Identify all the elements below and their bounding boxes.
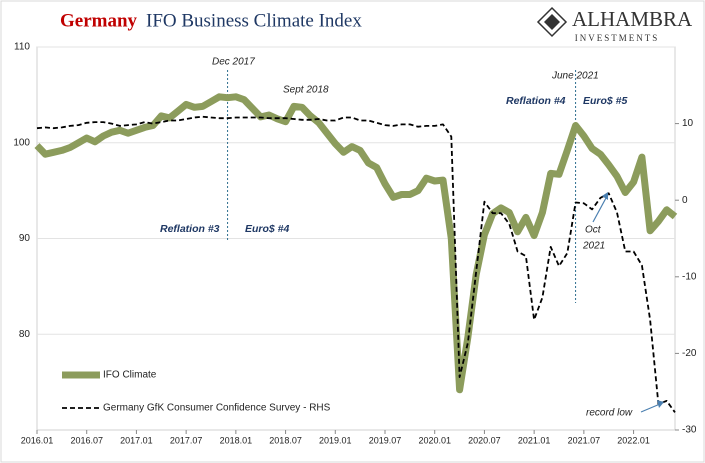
annotation-arrow [602, 192, 608, 200]
legend-label: IFO Climate [103, 370, 157, 381]
x-tick-label: 2018.07 [269, 435, 302, 445]
annotation: 2021 [582, 241, 605, 252]
x-tick-label: 2021.07 [568, 435, 601, 445]
x-tick-label: 2016.01 [21, 435, 54, 445]
x-tick-label: 2022.01 [617, 435, 650, 445]
y-tick-label: 80 [19, 329, 31, 340]
y-tick-label: 100 [13, 137, 30, 148]
x-tick-label: 2019.01 [319, 435, 352, 445]
annotation: Sept 2018 [283, 85, 329, 96]
x-tick-label: 2021.01 [518, 435, 551, 445]
y-tick-label: 90 [19, 233, 31, 244]
annotation: Oct [585, 225, 602, 236]
annotation-arrow [657, 400, 664, 408]
annotation: Euro$ #4 [245, 223, 290, 235]
annotation: Reflation #4 [506, 95, 566, 107]
x-tick-label: 2020.01 [418, 435, 451, 445]
annotation: June 2021 [551, 71, 599, 82]
brand-tagline: INVESTMENTS [575, 33, 660, 43]
legend-label: Germany GfK Consumer Confidence Survey -… [103, 403, 331, 414]
logo-icon [536, 6, 568, 38]
y2-tick-label: -10 [682, 271, 697, 282]
y2-tick-label: 0 [682, 195, 688, 206]
annotation-arrow [640, 403, 661, 413]
series-line [34, 93, 678, 394]
x-tick-label: 2018.01 [220, 435, 253, 445]
logo-icon [544, 14, 560, 30]
x-tick-label: 2020.07 [468, 435, 501, 445]
annotation: Reflation #3 [160, 223, 220, 235]
brand-name: ALHAMBRA [572, 7, 693, 31]
y-tick-label: 110 [14, 42, 30, 53]
y2-tick-label: 10 [682, 118, 694, 129]
x-tick-label: 2016.07 [70, 435, 103, 445]
x-tick-label: 2017.07 [170, 435, 203, 445]
y2-tick-label: -20 [682, 348, 697, 359]
x-tick-label: 2019.07 [369, 435, 402, 445]
logo: ALHAMBRA INVESTMENTS [536, 6, 693, 43]
annotation: record low [586, 408, 633, 419]
annotation: Dec 2017 [212, 57, 255, 68]
annotation-arrow [592, 197, 607, 223]
annotation: Euro$ #5 [583, 95, 628, 107]
y2-tick-label: -30 [682, 425, 697, 436]
chart-title: IFO Business Climate Index [146, 10, 362, 31]
x-tick-label: 2017.01 [120, 435, 153, 445]
title-highlight: Germany [60, 10, 138, 31]
series-line [36, 115, 676, 413]
